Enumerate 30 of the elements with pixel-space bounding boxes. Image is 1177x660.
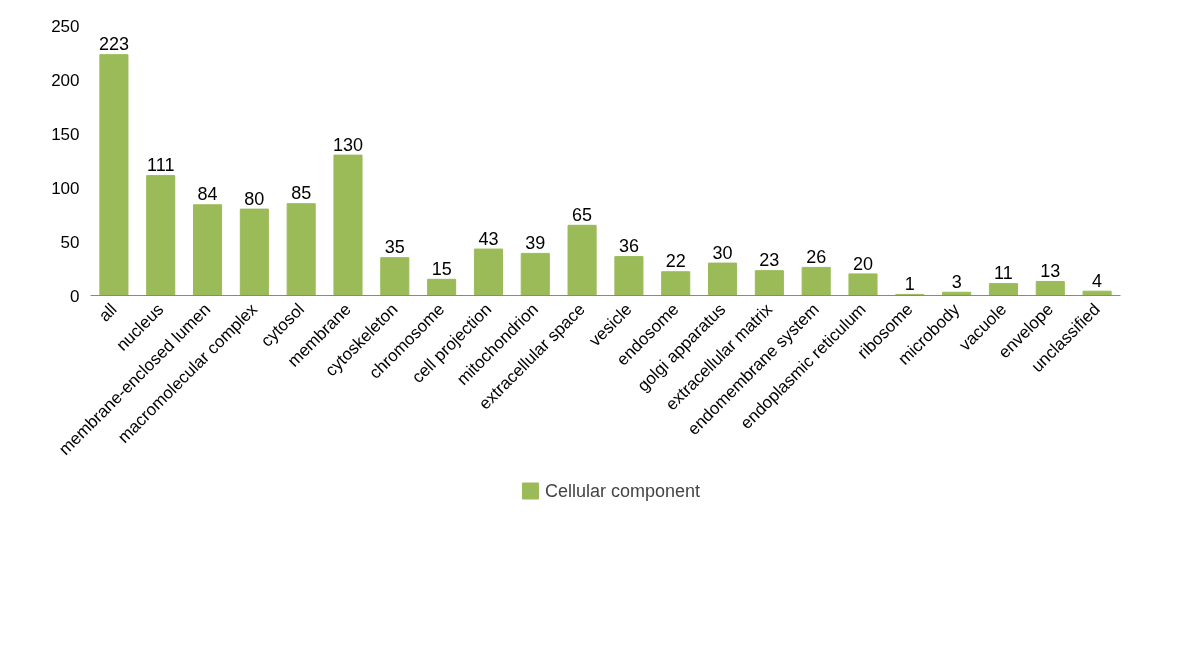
data-label: 15 <box>431 258 452 279</box>
data-label: 23 <box>759 250 780 271</box>
y-tick-label: 50 <box>60 232 80 252</box>
data-label: 26 <box>806 247 827 268</box>
y-tick-label: 250 <box>51 16 80 36</box>
data-label: 65 <box>572 204 593 225</box>
y-tick-label: 0 <box>70 286 80 306</box>
data-label: 130 <box>332 134 364 155</box>
y-tick-label: 150 <box>51 124 80 144</box>
data-label: 20 <box>852 253 874 274</box>
data-label: 85 <box>291 183 312 204</box>
y-tick-label: 100 <box>51 178 80 198</box>
data-label: 84 <box>197 184 218 205</box>
data-label: 111 <box>147 155 175 176</box>
data-label: 4 <box>1092 270 1103 291</box>
data-label: 35 <box>384 237 405 258</box>
data-label: 13 <box>1040 261 1061 282</box>
data-label: 43 <box>478 228 499 249</box>
data-label: 80 <box>244 188 265 209</box>
data-label: 22 <box>665 251 686 272</box>
data-label: 1 <box>904 274 915 295</box>
legend-label: Cellular component <box>544 480 701 501</box>
x-tick-label: all <box>95 299 121 326</box>
data-label: 223 <box>98 34 129 55</box>
data-label: 36 <box>618 236 639 257</box>
data-label: 30 <box>712 242 733 263</box>
data-label: 3 <box>951 271 962 292</box>
data-label: 39 <box>525 233 546 254</box>
y-tick-label: 200 <box>51 70 80 90</box>
data-label: 11 <box>994 263 1013 284</box>
